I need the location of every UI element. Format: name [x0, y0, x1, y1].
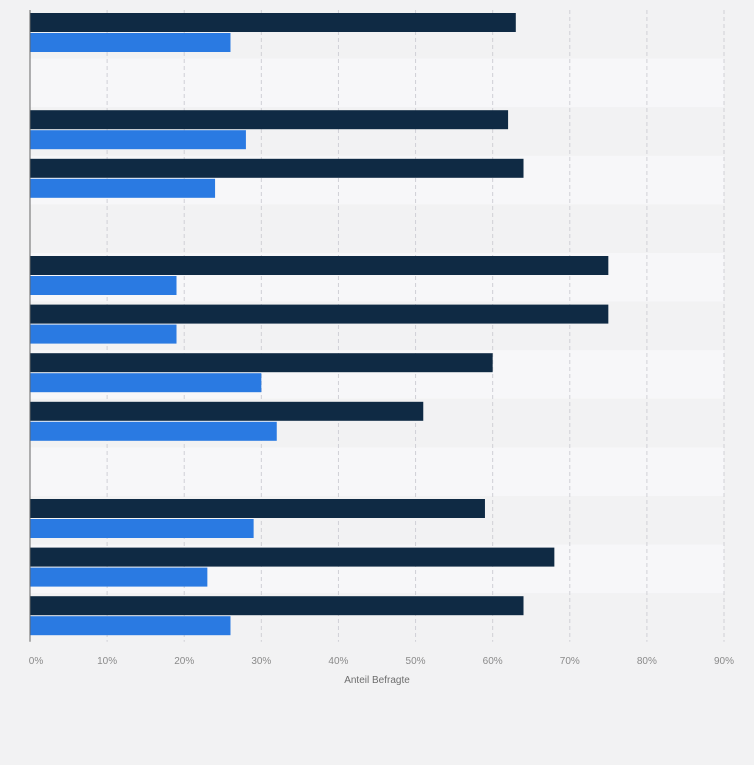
x-tick-label: 10%: [97, 656, 117, 667]
x-axis-label: Anteil Befragte: [344, 675, 410, 686]
bar: [30, 178, 216, 198]
bar: [30, 547, 555, 567]
x-tick-label: 90%: [714, 656, 734, 667]
bar: [30, 276, 177, 295]
x-tick-label: 50%: [406, 656, 426, 667]
bar: [30, 421, 277, 441]
row-band: [30, 447, 724, 496]
bar: [30, 110, 509, 130]
bar: [30, 567, 208, 587]
x-tick-label: 60%: [483, 656, 503, 667]
bar: [30, 324, 177, 344]
bar: [30, 401, 424, 421]
x-tick-label: 30%: [251, 656, 271, 667]
row-band: [30, 58, 724, 108]
bar: [30, 519, 254, 538]
bar: [30, 256, 609, 275]
x-tick-label: 40%: [328, 656, 348, 667]
bar: [30, 373, 262, 393]
bar: [30, 304, 609, 324]
bars: [30, 13, 609, 636]
bar: [30, 353, 493, 373]
x-tick-label: 20%: [174, 656, 194, 667]
x-tick-label: 0%: [29, 656, 44, 667]
bar: [30, 158, 524, 178]
bar: [30, 596, 524, 616]
x-tick-label: 80%: [637, 656, 657, 667]
bar: [30, 13, 516, 32]
x-tick-label: 70%: [560, 656, 580, 667]
x-tick-labels: 0% 10% 20% 30% 40% 50% 60% 70% 80% 90%: [29, 656, 734, 667]
bar: [30, 616, 231, 636]
row-band: [30, 204, 724, 253]
bar: [30, 33, 231, 52]
bar: [30, 130, 246, 150]
bar: [30, 499, 485, 518]
